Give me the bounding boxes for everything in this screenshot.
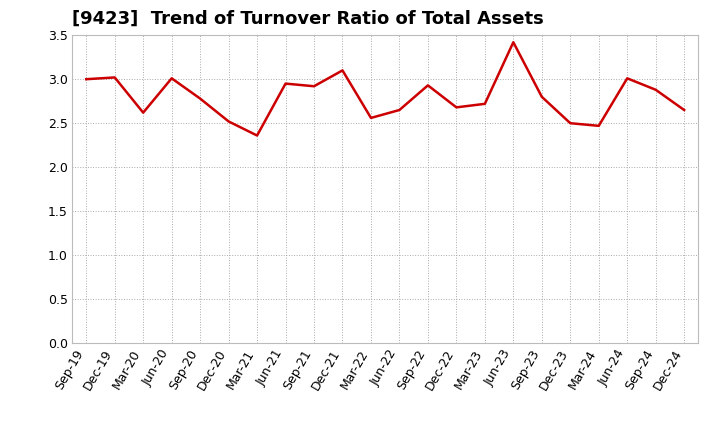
Text: [9423]  Trend of Turnover Ratio of Total Assets: [9423] Trend of Turnover Ratio of Total … xyxy=(72,10,544,28)
